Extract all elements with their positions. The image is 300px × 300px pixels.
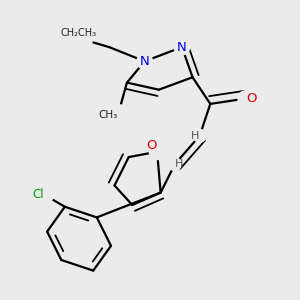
- Circle shape: [168, 158, 181, 171]
- Text: H: H: [191, 131, 200, 141]
- Text: CH₃: CH₃: [99, 110, 118, 119]
- Circle shape: [137, 53, 152, 69]
- Circle shape: [149, 144, 165, 160]
- Text: O: O: [147, 139, 157, 152]
- Text: H: H: [175, 159, 183, 169]
- Text: O: O: [246, 92, 256, 105]
- Circle shape: [174, 39, 190, 55]
- Circle shape: [238, 91, 254, 106]
- Text: Cl: Cl: [32, 188, 44, 201]
- Text: CH₂CH₃: CH₂CH₃: [61, 28, 97, 38]
- Circle shape: [193, 129, 206, 142]
- Circle shape: [34, 184, 53, 204]
- Text: N: N: [140, 55, 150, 68]
- Circle shape: [108, 105, 128, 124]
- Text: N: N: [177, 40, 187, 54]
- Circle shape: [66, 25, 92, 52]
